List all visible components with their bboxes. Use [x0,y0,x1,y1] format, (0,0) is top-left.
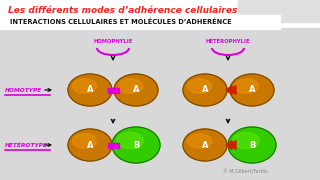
Text: © M.Gilbert/Fardis: © M.Gilbert/Fardis [223,169,267,175]
Ellipse shape [117,132,143,149]
Text: HOMOTYPE: HOMOTYPE [5,87,42,93]
Text: HÉTÉROTYPE: HÉTÉROTYPE [5,142,48,148]
Text: A: A [249,86,255,94]
Ellipse shape [228,127,276,163]
Bar [108,143,113,147]
Ellipse shape [72,79,97,93]
Text: HOMOPHYLIE: HOMOPHYLIE [93,39,133,44]
Text: INTERACTIONS CELLULAIRES ET MOLÉCULES D’ADHERÉNCE: INTERACTIONS CELLULAIRES ET MOLÉCULES D’… [10,19,232,25]
Ellipse shape [68,129,112,161]
Ellipse shape [183,129,227,161]
Polygon shape [226,86,232,94]
Ellipse shape [68,74,112,106]
Text: B: B [249,141,255,150]
Bar [238,0,320,22]
Text: Les différents modes d’adhérence cellulaires: Les différents modes d’adhérence cellula… [8,6,237,15]
Text: B: B [133,141,139,150]
Bar [108,87,113,93]
Polygon shape [226,141,232,150]
Text: HÉTÉROPHYLIE: HÉTÉROPHYLIE [206,39,250,44]
Text: A: A [202,86,208,94]
Bar [114,87,118,93]
Text: A: A [87,86,93,94]
Ellipse shape [230,74,274,106]
Ellipse shape [114,74,158,106]
Text: A: A [133,86,139,94]
Text: A: A [87,141,93,150]
Polygon shape [230,86,236,94]
Ellipse shape [188,134,212,148]
Polygon shape [230,141,236,150]
Ellipse shape [183,74,227,106]
Bar [114,143,118,147]
Ellipse shape [188,79,212,93]
Text: A: A [202,141,208,150]
Ellipse shape [118,79,143,93]
Ellipse shape [72,134,97,148]
Ellipse shape [233,132,259,149]
Ellipse shape [234,79,259,93]
Bar [0,15,280,29]
Ellipse shape [112,127,160,163]
Bar [0,28,320,180]
